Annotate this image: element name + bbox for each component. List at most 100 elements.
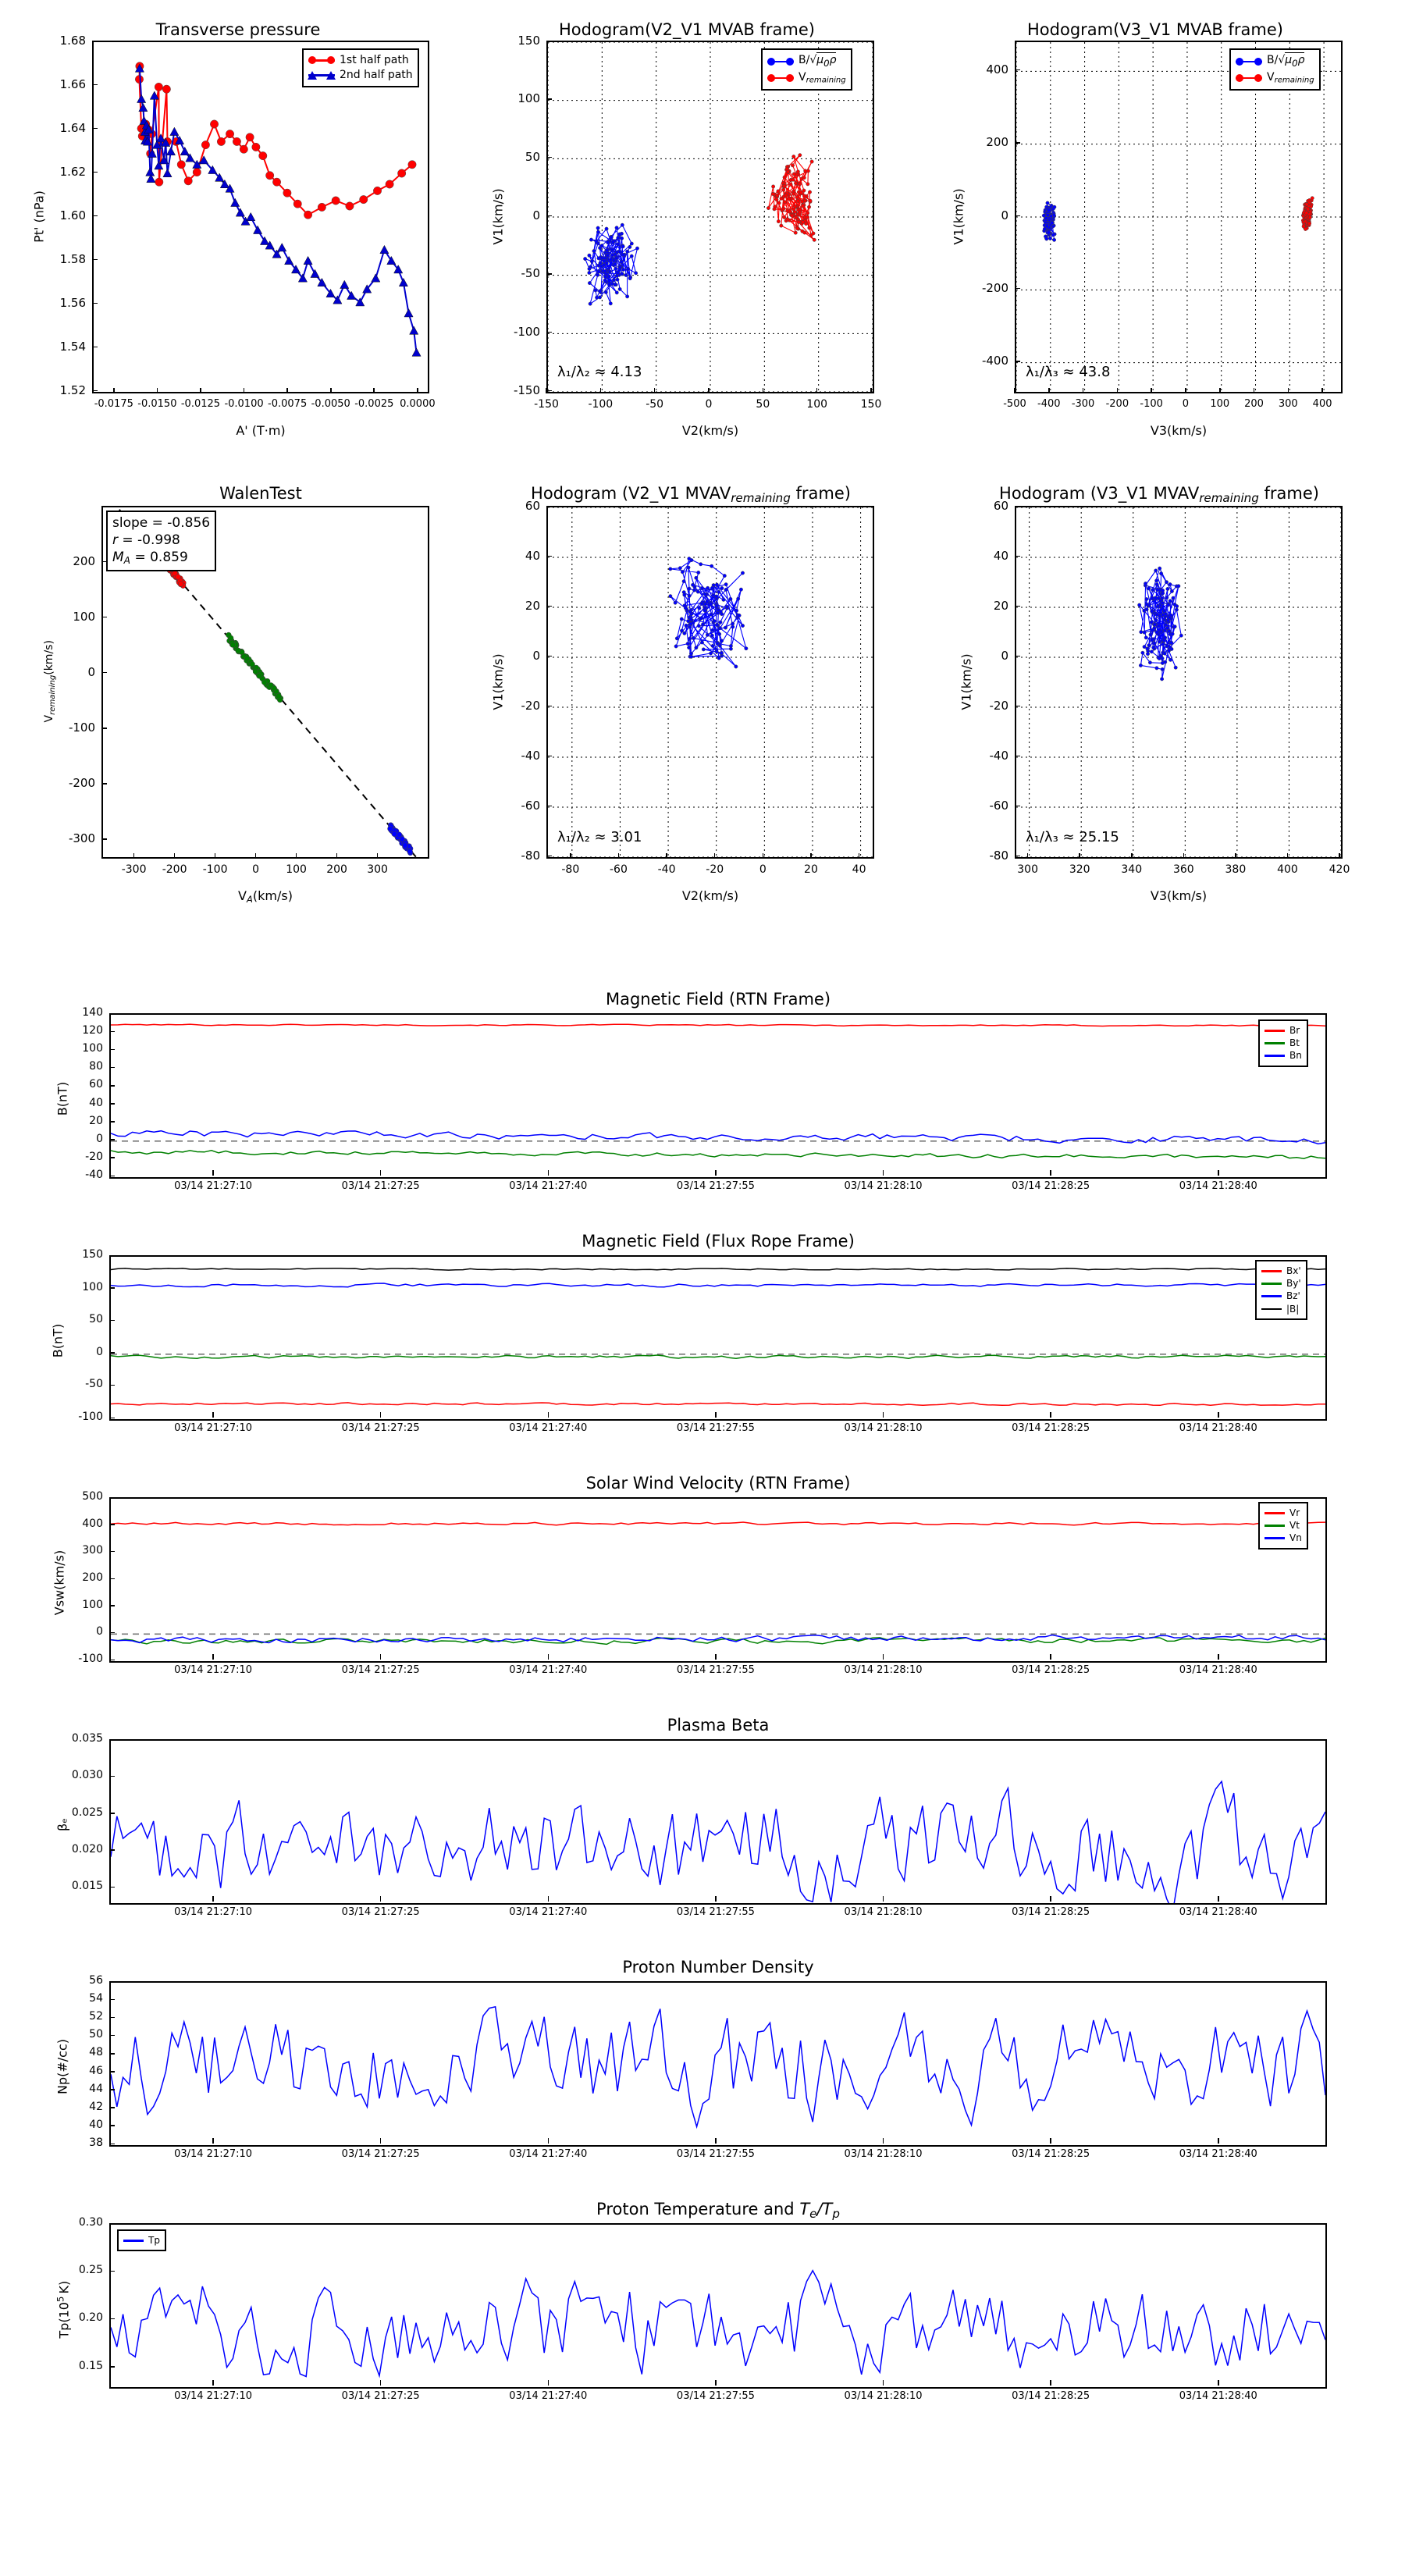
legend-label: Bt	[1289, 1037, 1300, 1049]
panel-title: Hodogram (V3_V1 MVAVremaining frame)	[999, 484, 1319, 505]
x-tick-mark	[379, 1896, 382, 1902]
legend-entry: Tp	[123, 2234, 160, 2247]
legend: Br Bt Bn	[1258, 1019, 1308, 1067]
legend-entry: |B|	[1261, 1303, 1301, 1315]
y-tick-mark	[546, 705, 552, 707]
legend-entry: Bn	[1264, 1049, 1302, 1062]
legend-label: B/√μ0ρ	[799, 52, 837, 69]
x-tick-label: 340	[1121, 863, 1143, 876]
x-tick-mark	[1217, 1896, 1219, 1902]
x-tick-label: -0.0100	[224, 398, 264, 410]
y-tick-label: 50	[89, 1313, 103, 1326]
legend-label: B/√μ0ρ	[1267, 52, 1305, 69]
walen-r: r = -0.998	[112, 532, 180, 549]
x-tick-label: 03/14 21:27:55	[676, 1180, 755, 1192]
y-tick-mark	[101, 671, 107, 674]
plot-area	[1015, 41, 1343, 393]
y-tick-mark	[546, 331, 552, 333]
x-tick-label: -100	[588, 398, 614, 411]
legend-label: Vremaining	[799, 70, 846, 85]
x-tick-mark	[1014, 388, 1016, 393]
x-tick-label: -400	[1037, 398, 1061, 410]
y-tick-label: 150	[82, 1248, 103, 1261]
y-tick-mark	[1015, 655, 1020, 657]
x-tick-label: 200	[326, 863, 347, 876]
panel-title: Proton Number Density	[622, 1958, 814, 1976]
x-tick-label: 03/14 21:27:10	[174, 1180, 253, 1192]
x-tick-mark	[1286, 853, 1289, 859]
y-tick-label: 100	[82, 1042, 103, 1055]
walen-slope: slope = -0.856	[112, 515, 211, 531]
x-tick-label: -500	[1003, 398, 1026, 410]
x-tick-mark	[376, 853, 379, 859]
y-tick-label: -100	[68, 720, 95, 735]
x-tick-mark	[1116, 388, 1119, 393]
eigenvalue-ratio-annotation: λ₁/λ₃ ≈ 43.8	[1026, 364, 1111, 380]
x-tick-label: 0	[705, 398, 713, 411]
x-tick-label: 0.0000	[400, 398, 436, 410]
legend-label: Bz'	[1286, 1290, 1300, 1302]
panel-title: Proton Temperature and Te/Tp	[596, 2200, 840, 2221]
y-tick-mark	[109, 1998, 115, 2001]
legend-label: |B|	[1286, 1303, 1300, 1315]
red-line-marker-icon	[1236, 73, 1262, 83]
y-tick-label: 40	[89, 2118, 103, 2131]
x-tick-mark	[243, 388, 245, 393]
x-tick-mark	[1339, 853, 1340, 859]
x-tick-mark	[212, 1170, 214, 1176]
legend-entry: Vremaining	[1236, 70, 1314, 86]
legend: 1st half path 2nd half path	[302, 48, 419, 87]
legend-label: Bx'	[1286, 1265, 1301, 1276]
x-tick-mark	[1217, 1170, 1219, 1176]
plot-area	[109, 1013, 1327, 1179]
y-tick-label: 1.62	[59, 164, 86, 179]
y-tick-mark	[546, 98, 552, 100]
legend-label: Vr	[1289, 1507, 1300, 1518]
x-tick-label: 300	[1278, 398, 1298, 410]
x-tick-label: 03/14 21:28:40	[1179, 1906, 1257, 1918]
x-tick-label: 03/14 21:27:25	[341, 1422, 420, 1434]
y-tick-mark	[109, 2052, 115, 2055]
x-tick-mark	[547, 1654, 550, 1660]
y-tick-mark	[109, 1254, 115, 1257]
x-tick-mark	[653, 388, 656, 393]
y-tick-label: 1.58	[59, 251, 86, 266]
x-tick-mark	[417, 388, 418, 393]
x-tick-label: 03/14 21:27:25	[341, 2148, 420, 2160]
x-tick-label: 03/14 21:27:25	[341, 1906, 420, 1918]
legend-label: By'	[1286, 1278, 1301, 1290]
y-tick-mark	[109, 1980, 115, 1983]
legend-label: Vremaining	[1267, 70, 1314, 85]
y-tick-label: 40	[89, 1096, 103, 1109]
y-tick-mark	[109, 1084, 115, 1087]
x-tick-mark	[715, 1896, 717, 1902]
x-tick-mark	[1050, 2380, 1051, 2386]
eigenvalue-ratio-annotation: λ₁/λ₂ ≈ 3.01	[557, 829, 642, 845]
x-tick-mark	[816, 388, 818, 393]
y-tick-label: 400	[986, 62, 1008, 76]
x-tick-mark	[379, 1170, 382, 1176]
y-tick-mark	[92, 390, 98, 392]
x-axis-label: V3(km/s)	[1150, 888, 1208, 903]
y-tick-label: 48	[89, 2046, 103, 2059]
y-tick-label: -400	[981, 354, 1008, 368]
x-tick-mark	[212, 1896, 214, 1902]
x-tick-mark	[1218, 388, 1221, 393]
x-tick-label: 03/14 21:28:10	[844, 1180, 923, 1192]
y-tick-mark	[109, 1631, 115, 1634]
y-tick-label: 100	[518, 91, 540, 106]
x-tick-label: 0	[252, 863, 260, 876]
walen-stats-box: slope = -0.856 r = -0.998 MA = 0.859	[106, 511, 217, 572]
x-tick-mark	[715, 2138, 717, 2144]
y-tick-mark	[546, 655, 552, 657]
y-tick-mark	[92, 258, 98, 261]
y-tick-mark	[101, 838, 107, 840]
x-tick-label: 03/14 21:28:25	[1012, 2390, 1090, 2402]
x-tick-mark	[1050, 1896, 1051, 1902]
y-tick-label: -300	[68, 831, 95, 846]
x-tick-mark	[882, 1170, 884, 1176]
x-tick-mark	[715, 2380, 717, 2386]
y-tick-label: -200	[981, 280, 1008, 295]
y-tick-label: 44	[89, 2082, 103, 2095]
panel-title: Transverse pressure	[155, 20, 321, 39]
